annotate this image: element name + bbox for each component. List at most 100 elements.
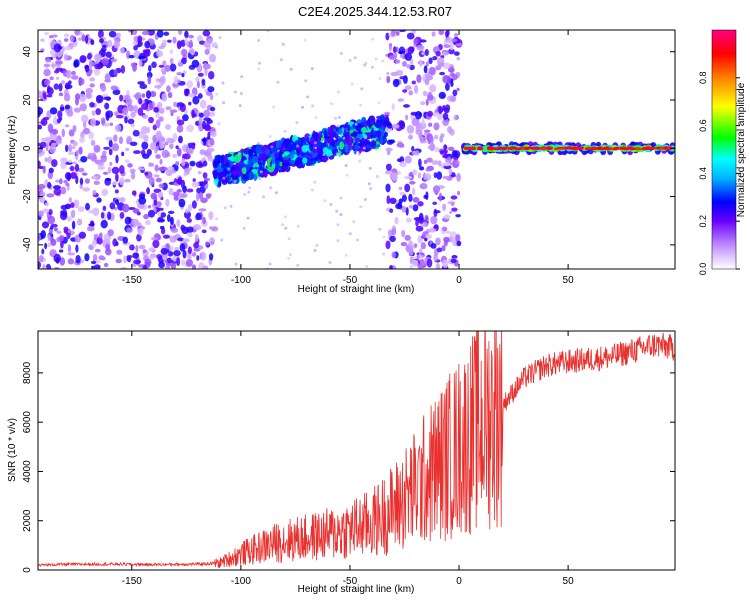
spectrogram-cell [313, 248, 317, 252]
spectrogram-cell [136, 211, 141, 216]
spectrogram-cell [116, 249, 123, 255]
snr-y-tick-label: 2000 [22, 509, 33, 532]
spectrogram-cell [155, 154, 161, 159]
spectrogram-cell [443, 144, 448, 150]
spectrogram-cell [63, 93, 71, 102]
spectrogram-cell [149, 256, 155, 260]
spectrogram-cell [176, 72, 183, 76]
spectrogram-cell [53, 188, 62, 196]
spectrogram-cell [47, 123, 54, 133]
spectrogram-cell [289, 159, 296, 165]
spectrogram-cell [49, 76, 54, 81]
spectrogram-cell [72, 141, 78, 147]
spectrogram-cell [51, 159, 58, 168]
spectrogram-cell [145, 90, 152, 99]
spectrogram-cell [199, 185, 206, 194]
spectrogram-cell [202, 265, 209, 269]
spectrogram-x-tick-label: -150 [122, 275, 142, 286]
spectrogram-cell [100, 117, 106, 125]
spectrogram-cell [157, 191, 163, 199]
spectrogram-cell [234, 262, 238, 266]
spectrogram-cell [195, 161, 204, 168]
spectrogram-cell [115, 115, 124, 119]
spectrogram-cell [80, 114, 89, 123]
spectrogram-cell [113, 134, 118, 142]
spectrogram-cell [156, 50, 164, 58]
figure-title: C2E4.2025.344.12.53.R07 [298, 4, 452, 19]
spectrogram-cell [348, 232, 352, 236]
spectrogram-cell [446, 30, 450, 37]
spectrogram-cell [349, 132, 358, 137]
spectrogram-cell [233, 154, 242, 163]
spectrogram-cell [442, 62, 451, 70]
spectrogram-cell [157, 101, 163, 109]
spectrogram-cell [126, 255, 133, 259]
spectrogram-cell [91, 239, 97, 248]
spectrogram-cell [101, 57, 109, 66]
spectrogram-cell [102, 150, 107, 156]
spectrogram-cell [216, 165, 223, 173]
spectrogram-cell [343, 131, 349, 136]
spectrogram-cell [239, 92, 243, 95]
spectrogram-cell [310, 188, 314, 192]
spectrogram-cell [111, 166, 120, 175]
spectrogram-cell [70, 202, 75, 208]
spectrogram-cell [424, 214, 429, 222]
spectrogram-cell [422, 90, 428, 97]
spectrogram-cell [342, 136, 346, 140]
spectrogram-cell [120, 47, 125, 54]
spectrogram-cell [379, 120, 384, 124]
spectrogram-cell [276, 80, 280, 84]
spectrogram-cell [385, 240, 391, 250]
spectrogram-cell [78, 231, 87, 239]
spectrogram-cell [208, 111, 216, 117]
spectrogram-cell [591, 146, 597, 150]
spectrogram-cell [338, 116, 341, 119]
spectrogram-cell [227, 180, 233, 185]
spectrogram-cell [313, 180, 317, 184]
spectrogram-cell [135, 245, 139, 253]
snr-y-tick-label: 8000 [22, 361, 33, 384]
spectrogram-cell [43, 92, 47, 100]
spectrogram-cell [301, 144, 309, 153]
spectrogram-cell [141, 103, 149, 110]
spectrogram-cell [403, 104, 410, 108]
spectrogram-cell [66, 110, 74, 117]
spectrogram-cell [186, 188, 194, 193]
spectrogram-cell [141, 93, 146, 98]
spectrogram-cell [202, 172, 208, 179]
spectrogram-cell [176, 178, 182, 185]
spectrogram-cell [155, 130, 163, 140]
spectrogram-cell [295, 121, 299, 125]
spectrogram-cell [408, 204, 414, 209]
spectrogram-cell [348, 59, 352, 62]
spectrogram-cell [237, 152, 241, 156]
spectrogram-cell [442, 162, 451, 167]
spectrogram-cell [354, 144, 359, 150]
spectrogram-cell [159, 77, 165, 86]
spectrogram-cell [136, 233, 142, 242]
spectrogram-cell [312, 148, 319, 153]
spectrogram-cell [358, 146, 362, 154]
spectrogram-cell [100, 211, 105, 219]
spectrogram-cell [365, 265, 369, 268]
spectrogram-cell [395, 203, 403, 210]
spectrogram-cell [42, 165, 46, 174]
spectrogram-cell [156, 201, 162, 208]
spectrogram-cell [257, 141, 260, 145]
spectrogram-cell [596, 147, 602, 150]
spectrogram-cell [427, 94, 434, 101]
spectrogram-cell [367, 182, 371, 186]
spectrogram-cell [418, 158, 422, 168]
spectrogram-cell [541, 147, 547, 150]
spectrogram-cell [158, 207, 164, 211]
spectrogram-cell [284, 226, 288, 230]
spectrogram-cell [68, 80, 72, 85]
spectrogram-cell [246, 216, 250, 220]
spectrogram-cell [119, 212, 125, 219]
spectrogram-cell [66, 172, 71, 182]
spectrogram-cell [436, 262, 440, 269]
spectrogram-cell [138, 97, 143, 105]
spectrogram-cell [335, 126, 339, 132]
spectrogram-cell [344, 164, 348, 168]
